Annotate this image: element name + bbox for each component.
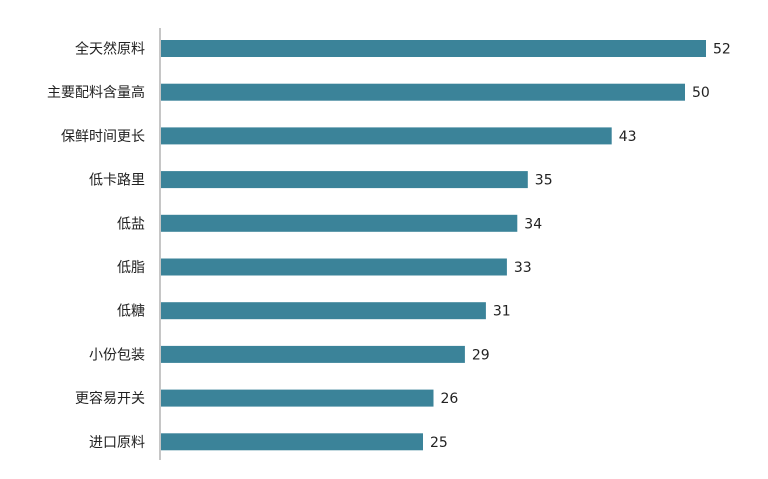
category-label: 全天然原料 bbox=[75, 41, 145, 58]
category-label: 低盐 bbox=[117, 216, 145, 232]
bar bbox=[161, 389, 434, 407]
value-label: 31 bbox=[493, 304, 511, 320]
category-label: 主要配料含量高 bbox=[47, 84, 145, 101]
value-label: 33 bbox=[514, 260, 532, 276]
category-labels-group: 全天然原料主要配料含量高保鲜时间更长低卡路里低盐低脂低糖小份包装更容易开关进口原… bbox=[47, 41, 145, 451]
category-label: 进口原料 bbox=[89, 435, 145, 451]
bar bbox=[161, 83, 685, 101]
bar bbox=[161, 302, 486, 320]
category-label: 低脂 bbox=[117, 260, 145, 276]
category-label: 保鲜时间更长 bbox=[61, 129, 145, 145]
value-label: 26 bbox=[441, 391, 459, 407]
value-label: 52 bbox=[713, 42, 731, 58]
bar bbox=[161, 40, 706, 57]
bar bbox=[161, 214, 518, 232]
value-label: 35 bbox=[535, 173, 553, 189]
value-label: 43 bbox=[619, 129, 637, 145]
value-label: 25 bbox=[430, 435, 448, 451]
category-label: 更容易开关 bbox=[75, 390, 145, 407]
bar bbox=[161, 433, 423, 451]
value-label: 29 bbox=[472, 347, 490, 363]
bar bbox=[161, 345, 465, 363]
bar bbox=[161, 171, 528, 189]
category-label: 小份包装 bbox=[89, 347, 145, 363]
bar bbox=[161, 127, 612, 145]
value-label: 50 bbox=[692, 85, 710, 101]
category-label: 低糖 bbox=[117, 304, 145, 320]
category-label: 低卡路里 bbox=[89, 173, 145, 189]
bar bbox=[161, 258, 507, 276]
value-label: 34 bbox=[524, 216, 542, 232]
bars-group bbox=[161, 40, 706, 451]
value-labels-group: 52 50 43 35 34 33 31 29 26 25 bbox=[430, 42, 731, 451]
